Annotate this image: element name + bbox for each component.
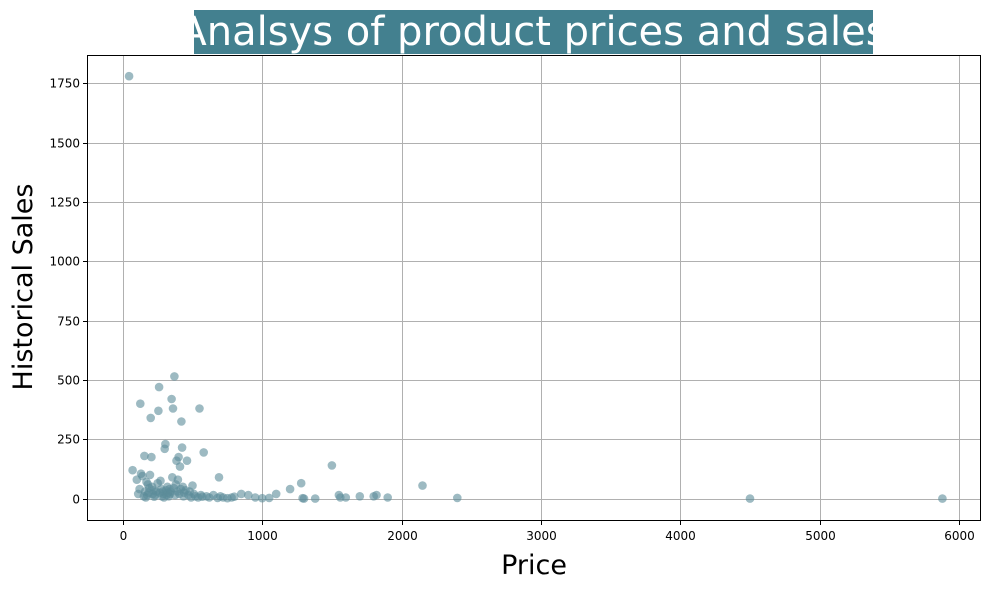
scatter-point: [124, 71, 134, 81]
scatter-point: [173, 475, 183, 485]
scatter-point: [230, 492, 239, 502]
scatter-point: [188, 481, 197, 490]
scatter-point: [327, 461, 337, 470]
y-axis-label: Historical Sales: [8, 184, 39, 391]
scatter-point: [237, 489, 246, 499]
scatter-point: [372, 490, 381, 500]
y-tick-label: 750: [57, 315, 80, 329]
x-tick-label: 2000: [387, 529, 418, 543]
scatter-point: [170, 372, 179, 381]
scatter-point: [168, 404, 178, 413]
x-tick-label: 3000: [526, 529, 557, 543]
scatter-point: [175, 462, 185, 471]
scatter-point: [244, 490, 253, 500]
scatter-point: [199, 448, 208, 457]
y-tick-label: 1750: [49, 77, 80, 91]
scatter-point: [264, 493, 274, 503]
x-tick-label: 5000: [805, 529, 836, 543]
scatter-point: [154, 382, 164, 392]
scatter-point: [310, 494, 320, 503]
scatter-point: [285, 484, 295, 494]
y-tick-label: 500: [57, 374, 80, 388]
scatter-point: [136, 399, 145, 409]
scatter-point: [140, 451, 149, 461]
scatter-point: [177, 417, 186, 426]
x-tick-label: 4000: [665, 529, 696, 543]
scatter-point: [383, 493, 393, 502]
chart-title: Analsys of product prices and sales: [179, 9, 886, 55]
scatter-point: [299, 494, 309, 503]
data-points: [124, 71, 947, 503]
scatter-point: [154, 406, 163, 416]
y-tick-label: 1000: [49, 255, 80, 269]
scatter-point: [271, 489, 281, 499]
x-tick-label: 1000: [247, 529, 278, 543]
y-tick-label: 0: [72, 493, 80, 507]
scatter-point: [195, 404, 204, 413]
scatter-point: [355, 492, 365, 501]
scatter-point: [296, 478, 306, 488]
axis-ticks: 0 1000 2000 3000 4000 5000 6000 0 250 500 750 1000 1…: [49, 77, 974, 544]
scatter-point: [214, 473, 224, 482]
y-tick-label: 1500: [49, 137, 80, 151]
scatter-point: [147, 452, 156, 462]
scatter-point: [257, 493, 267, 503]
scatter-point: [745, 494, 755, 503]
x-axis-label: Price: [501, 550, 567, 581]
chart-title-background: [194, 10, 873, 54]
grid: [88, 56, 980, 520]
x-tick-label: 6000: [944, 529, 975, 543]
scatter-point: [251, 493, 260, 502]
plot-area-frame: [87, 55, 981, 521]
scatter-point: [938, 494, 947, 503]
scatter-point: [341, 493, 351, 502]
scatter-point: [177, 443, 187, 452]
scatter-point: [174, 452, 183, 462]
y-tick-label: 1250: [49, 196, 80, 210]
scatter-point: [146, 413, 155, 423]
scatter-point: [453, 493, 462, 503]
scatter-point: [182, 456, 192, 466]
scatter-point: [161, 439, 170, 449]
x-tick-label: 0: [120, 529, 128, 543]
scatter-point: [418, 481, 427, 490]
scatter-point: [128, 465, 137, 475]
y-tick-label: 250: [57, 433, 80, 447]
scatter-point: [145, 470, 155, 480]
scatter-point: [167, 394, 176, 404]
scatter-point: [156, 476, 165, 486]
